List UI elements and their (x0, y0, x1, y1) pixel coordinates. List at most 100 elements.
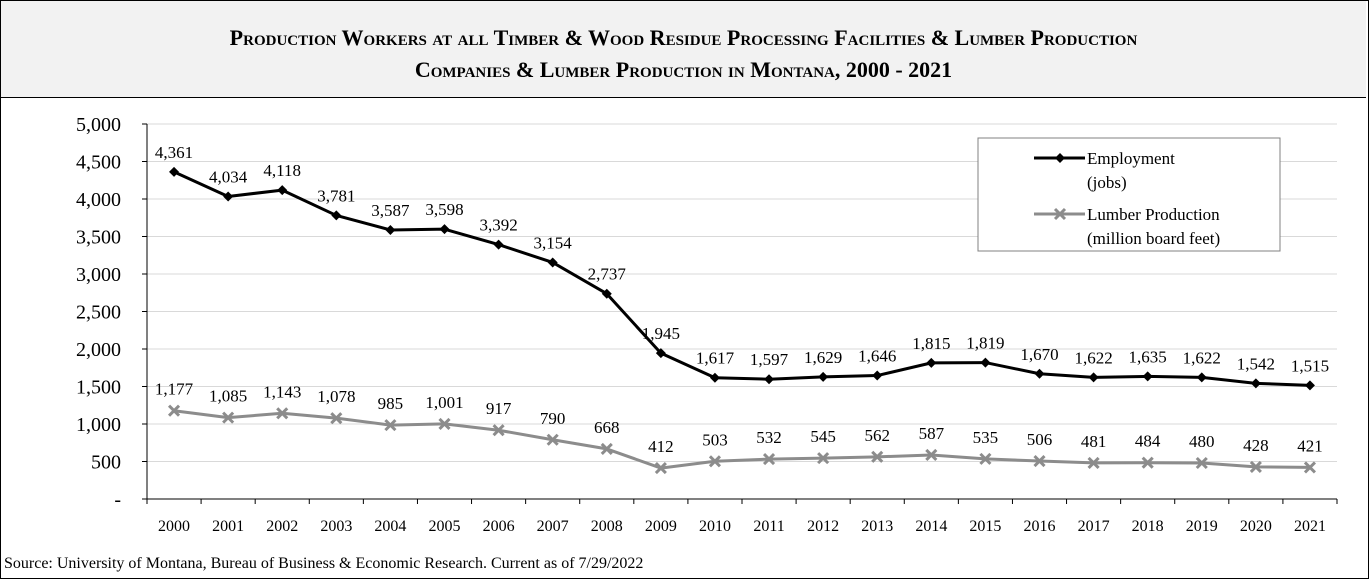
employment-data-label: 3,598 (425, 200, 463, 219)
data-point-stroke (600, 442, 613, 455)
x-tick-label: 2011 (753, 518, 784, 535)
data-point (818, 371, 829, 382)
axes: - 500 1,000 1,500 2,000 2,500 3,000 3,500 4,000 4… (76, 114, 1338, 535)
x-tick-label: 2014 (915, 518, 947, 535)
data-point-stroke (492, 424, 505, 437)
x-tick-label: 2017 (1078, 518, 1110, 535)
x-tick-label: 2020 (1240, 518, 1272, 535)
data-point (1055, 153, 1065, 163)
chart-title-line-2: Companies & Lumber Production in Montana… (414, 57, 953, 82)
employment-data-label: 1,542 (1237, 354, 1275, 373)
employment-data-label: 1,629 (804, 348, 842, 367)
data-point (979, 452, 992, 465)
lumber-data-label: 503 (702, 430, 728, 449)
lumber-data-label: 1,078 (317, 387, 355, 406)
x-tick-label: 2005 (429, 518, 461, 535)
lumber-data-label: 480 (1189, 432, 1215, 451)
data-point (439, 224, 450, 235)
employment-data-label: 3,392 (479, 216, 517, 235)
y-tick-label: 2,500 (76, 302, 121, 324)
employment-data-label: 3,154 (534, 233, 573, 252)
data-point (438, 417, 451, 430)
lumber-data-label: 917 (486, 399, 512, 418)
data-point-stroke (708, 455, 722, 468)
legend-label-employment: Employment (1087, 149, 1175, 168)
data-point (1033, 454, 1046, 468)
data-point-stroke (276, 407, 289, 420)
data-point-stroke (925, 448, 938, 462)
x-tick-label: 2013 (861, 518, 893, 535)
data-point (1053, 207, 1067, 221)
data-point-stroke (654, 462, 667, 475)
data-point (1141, 456, 1154, 469)
employment-data-label: 1,945 (642, 324, 680, 343)
data-point (654, 462, 667, 475)
employment-data-label: 2,737 (588, 265, 627, 284)
lumber-data-label: 428 (1243, 436, 1269, 455)
data-point (1142, 371, 1153, 382)
data-point-stroke (1303, 461, 1317, 474)
data-point (601, 288, 612, 299)
data-point-stroke (167, 404, 181, 417)
x-tick-label: 2003 (320, 518, 352, 535)
employment-data-label: 1,635 (1129, 347, 1167, 366)
data-point (330, 412, 343, 425)
x-tick-label: 2010 (699, 518, 731, 535)
x-tick-label: 2018 (1132, 518, 1164, 535)
data-point-stroke (1053, 207, 1067, 221)
lumber-data-label: 506 (1027, 430, 1053, 449)
data-point (223, 191, 234, 202)
data-point (1250, 378, 1261, 389)
lumber-data-label: 545 (810, 427, 836, 446)
lumber-data-label: 532 (756, 428, 782, 447)
employment-data-label: 1,597 (750, 350, 789, 369)
data-point-stroke (871, 450, 884, 463)
lumber-data-label: 421 (1297, 436, 1323, 455)
y-tick-label: 4,500 (76, 152, 121, 174)
data-point (547, 257, 558, 268)
data-point (385, 224, 396, 235)
x-tick-label: 2006 (483, 518, 515, 535)
data-point-stroke (762, 453, 776, 466)
data-point-stroke (1033, 454, 1046, 468)
lumber-data-label: 1,085 (209, 387, 247, 406)
lumber-data-label: 484 (1135, 432, 1161, 451)
chart-title-box: Production Workers at all Timber & Wood … (1, 1, 1366, 98)
y-tick-label: 500 (91, 452, 121, 474)
data-point (762, 453, 776, 466)
data-point-stroke (979, 452, 992, 465)
data-point-stroke (1087, 456, 1100, 469)
lumber-data-label: 985 (378, 394, 404, 413)
data-point (1034, 368, 1045, 379)
y-tick-label: 2,000 (76, 339, 121, 361)
employment-data-label: 1,819 (966, 334, 1004, 353)
data-point (600, 442, 613, 455)
employment-data-label: 1,646 (858, 347, 896, 366)
x-tick-label: 2000 (158, 518, 190, 535)
x-tick-label: 2009 (645, 518, 677, 535)
employment-data-label: 1,617 (696, 349, 735, 368)
data-point-stroke (438, 417, 451, 430)
employment-line (173, 170, 1311, 387)
y-tick-label: 1,500 (76, 377, 121, 399)
x-tick-label: 2004 (374, 518, 406, 535)
employment-data-label: 1,622 (1183, 348, 1221, 367)
employment-data-label: 4,361 (155, 143, 193, 162)
data-point (277, 185, 288, 196)
employment-data-label: 1,515 (1291, 356, 1329, 375)
lumber-data-label: 1,177 (155, 380, 194, 399)
legend-label-lumber: Lumber Production (1087, 205, 1220, 224)
data-point (1304, 380, 1315, 391)
chart-title-line-1: Production Workers at all Timber & Wood … (229, 25, 1138, 50)
employment-data-label: 1,670 (1020, 345, 1058, 364)
y-tick-label: 3,000 (76, 264, 121, 286)
y-tick-label: - (114, 489, 121, 511)
data-point (926, 357, 937, 368)
data-point (1195, 456, 1208, 470)
lumber-data-label: 1,143 (263, 382, 301, 401)
data-point (817, 452, 830, 465)
lumber-data-label: 535 (973, 428, 999, 447)
data-point (492, 424, 505, 437)
data-point (169, 166, 180, 177)
